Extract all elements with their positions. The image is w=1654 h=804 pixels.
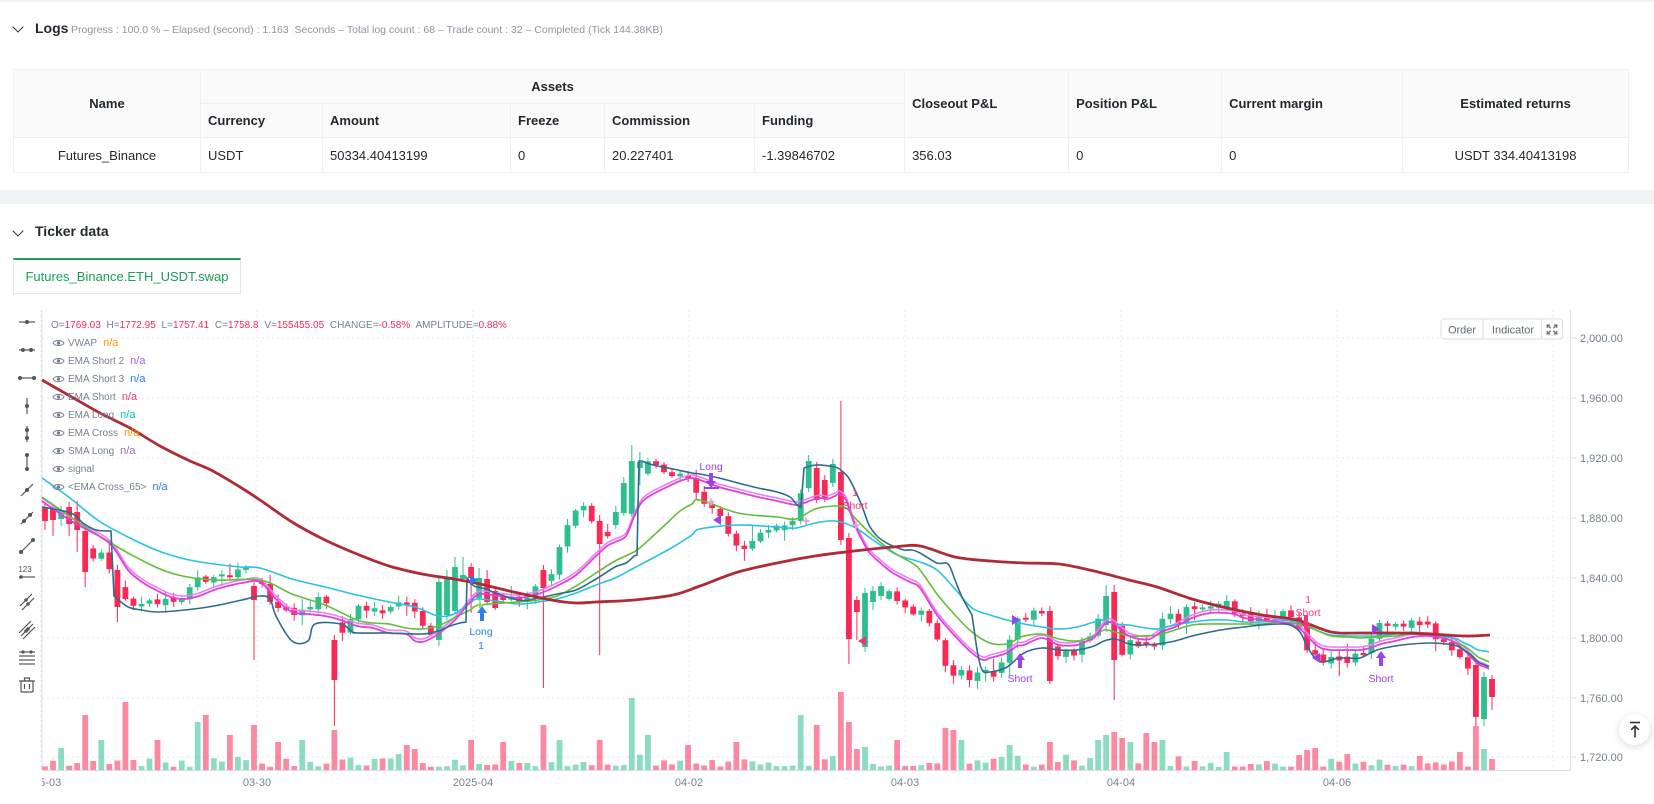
svg-text:Short: Short — [1368, 673, 1393, 685]
svg-text:1,840.00: 1,840.00 — [1580, 573, 1623, 585]
svg-text:1: 1 — [478, 640, 484, 652]
svg-text:Indicator: Indicator — [1492, 324, 1535, 336]
svg-text:O=1769.03 H=1772.95 L=1757.41: O=1769.03 H=1772.95 L=1757.41 C=1758.8 V… — [51, 320, 507, 331]
svg-text:1: 1 — [852, 487, 858, 499]
svg-text:2025-03: 2025-03 — [21, 777, 61, 789]
svg-text:04-02: 04-02 — [675, 777, 703, 789]
svg-text:Short: Short — [1295, 607, 1320, 619]
svg-text:1,800.00: 1,800.00 — [1580, 633, 1623, 645]
svg-text:Order: Order — [1448, 324, 1476, 336]
svg-text:2025-04: 2025-04 — [453, 777, 493, 789]
svg-text:1,920.00: 1,920.00 — [1580, 453, 1623, 465]
svg-text:1: 1 — [1305, 594, 1311, 606]
svg-text:1,720.00: 1,720.00 — [1580, 752, 1623, 764]
svg-text:1,760.00: 1,760.00 — [1580, 693, 1623, 705]
svg-text:Short: Short — [1007, 673, 1032, 685]
svg-text:04-03: 04-03 — [891, 777, 919, 789]
svg-text:03-30: 03-30 — [243, 777, 271, 789]
svg-text:1,880.00: 1,880.00 — [1580, 513, 1623, 525]
svg-text:04-06: 04-06 — [1323, 777, 1351, 789]
svg-text:2,000.00: 2,000.00 — [1580, 333, 1623, 345]
svg-text:04-04: 04-04 — [1107, 777, 1135, 789]
svg-text:Long: Long — [469, 626, 493, 638]
svg-text:1,960.00: 1,960.00 — [1580, 393, 1623, 405]
svg-text:Short: Short — [842, 500, 867, 512]
svg-text:Long: Long — [699, 461, 723, 473]
svg-text:123: 123 — [18, 565, 32, 574]
